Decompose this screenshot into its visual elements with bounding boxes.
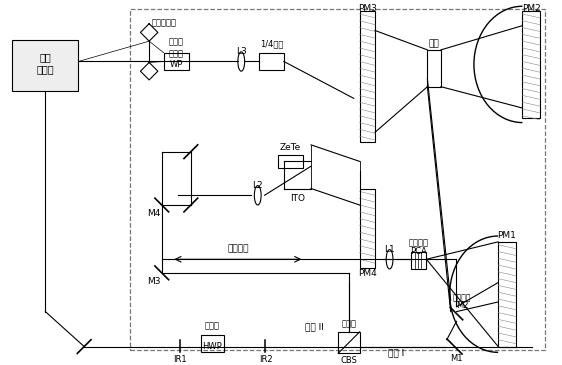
Text: IR1: IR1 xyxy=(173,355,187,364)
Text: IR2: IR2 xyxy=(259,355,273,364)
Text: 分束镜: 分束镜 xyxy=(341,320,356,329)
Text: 1/4波片: 1/4波片 xyxy=(260,39,283,49)
Bar xyxy=(498,242,515,346)
Bar xyxy=(360,11,375,142)
Bar xyxy=(278,154,303,168)
Text: CBS: CBS xyxy=(341,356,357,365)
Text: 光导天线: 光导天线 xyxy=(409,238,429,247)
Text: M1: M1 xyxy=(450,354,463,363)
Bar xyxy=(259,53,284,70)
Text: 飞秒: 飞秒 xyxy=(39,53,51,63)
Text: HWP: HWP xyxy=(202,342,222,351)
Text: PCA: PCA xyxy=(410,247,427,256)
Text: L1: L1 xyxy=(384,245,395,254)
Text: 顿棱镜: 顿棱镜 xyxy=(169,49,184,58)
Text: M4: M4 xyxy=(147,209,161,218)
Bar xyxy=(411,251,427,269)
Bar xyxy=(427,50,441,87)
Bar xyxy=(130,9,545,350)
Text: 样品: 样品 xyxy=(429,39,439,49)
Text: 光束 II: 光束 II xyxy=(306,323,324,332)
Text: M3: M3 xyxy=(147,277,161,286)
Text: PM3: PM3 xyxy=(358,4,377,13)
Text: ITO: ITO xyxy=(290,194,305,203)
Bar xyxy=(201,335,224,352)
Bar xyxy=(360,188,375,268)
Text: L2: L2 xyxy=(252,181,263,190)
Text: 半波片: 半波片 xyxy=(205,322,220,331)
Text: 沃拉斯: 沃拉斯 xyxy=(169,38,184,47)
Text: PM1: PM1 xyxy=(497,231,516,239)
Text: M2: M2 xyxy=(456,301,469,310)
Text: WP: WP xyxy=(170,60,183,69)
Bar xyxy=(12,40,78,91)
Bar xyxy=(164,53,189,70)
Bar xyxy=(338,332,360,353)
Text: 时间延迟: 时间延迟 xyxy=(228,244,249,253)
Text: ZeTe: ZeTe xyxy=(280,143,301,152)
Text: L3: L3 xyxy=(236,47,247,56)
Text: 抛物面镜: 抛物面镜 xyxy=(453,293,472,303)
Text: 平衡探测器: 平衡探测器 xyxy=(151,18,176,27)
Bar xyxy=(523,11,540,118)
Text: PM4: PM4 xyxy=(358,269,377,278)
Text: PM2: PM2 xyxy=(522,4,541,13)
Text: 光束 I: 光束 I xyxy=(388,349,405,358)
Text: 激光器: 激光器 xyxy=(37,64,54,74)
